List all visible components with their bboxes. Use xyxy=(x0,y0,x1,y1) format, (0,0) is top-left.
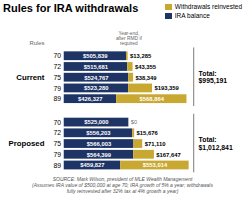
svg-text:70: 70 xyxy=(53,52,61,59)
svg-text:$515,681: $515,681 xyxy=(84,64,109,70)
svg-text:$459,827: $459,827 xyxy=(80,162,104,168)
svg-text:Total:$1,012,841: Total:$1,012,841 xyxy=(199,136,233,152)
svg-text:$0: $0 xyxy=(131,119,138,125)
html-text:SOURCE: Mark Wilson, president: SOURCE: Mark Wilson, president of MLE We… xyxy=(32,176,213,195)
svg-text:89: 89 xyxy=(53,162,61,169)
svg-text:$193,359: $193,359 xyxy=(154,85,179,91)
svg-text:Rules: Rules xyxy=(30,40,45,46)
svg-text:$524,767: $524,767 xyxy=(84,75,108,81)
svg-text:72: 72 xyxy=(53,129,61,136)
svg-text:Total:$995,191: Total:$995,191 xyxy=(199,70,228,86)
svg-text:$564,399: $564,399 xyxy=(87,152,112,158)
svg-text:$566,003: $566,003 xyxy=(87,141,112,147)
svg-text:Proposed: Proposed xyxy=(8,139,44,148)
svg-text:$71,110: $71,110 xyxy=(145,141,167,147)
svg-text:Year-end,after RMD ifrequired: Year-end,after RMD ifrequired xyxy=(116,31,143,46)
svg-text:$43,355: $43,355 xyxy=(135,64,157,70)
svg-text:$568,864: $568,864 xyxy=(140,96,165,102)
svg-text:$13,285: $13,285 xyxy=(130,53,152,59)
svg-text:$556,203: $556,203 xyxy=(86,130,111,136)
svg-text:$15,676: $15,676 xyxy=(137,130,159,136)
svg-text:79: 79 xyxy=(53,85,61,92)
html-text:Withdrawals reinvested: Withdrawals reinvested xyxy=(174,3,242,10)
svg-text:$38,349: $38,349 xyxy=(136,75,158,81)
svg-text:$426,327: $426,327 xyxy=(78,96,102,102)
svg-text:$523,280: $523,280 xyxy=(84,85,109,91)
svg-text:$167,647: $167,647 xyxy=(156,152,180,158)
svg-text:Current: Current xyxy=(16,73,45,82)
html-text:IRA balance: IRA balance xyxy=(174,12,210,19)
svg-text:75: 75 xyxy=(53,140,61,147)
svg-text:72: 72 xyxy=(53,63,61,70)
svg-text:79: 79 xyxy=(53,151,61,158)
svg-text:89: 89 xyxy=(53,95,61,102)
svg-text:75: 75 xyxy=(53,74,61,81)
svg-text:70: 70 xyxy=(53,119,61,126)
svg-text:$525,000: $525,000 xyxy=(84,119,109,125)
html-text:Rules for IRA withdrawals: Rules for IRA withdrawals xyxy=(3,2,139,14)
svg-text:$505,839: $505,839 xyxy=(83,53,108,59)
svg-text:$553,014: $553,014 xyxy=(143,162,168,168)
